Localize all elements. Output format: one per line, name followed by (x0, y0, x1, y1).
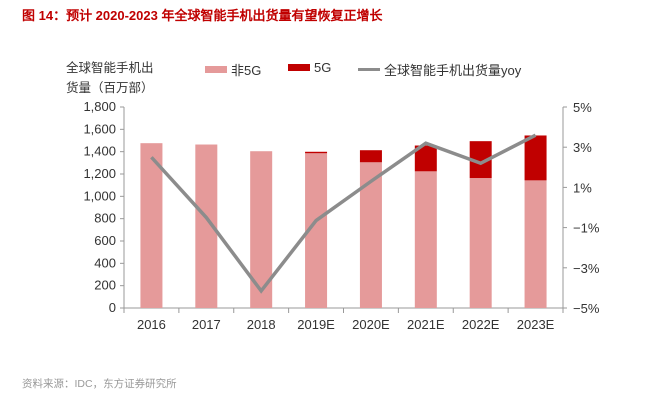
legend-item-5g: 5G (288, 60, 331, 75)
bar-5g (305, 151, 328, 154)
y2-tick-label: −1% (573, 221, 600, 236)
y-tick-label: 800 (94, 211, 116, 226)
x-tick-label: 2022E (462, 317, 500, 332)
x-tick-label: 2020E (352, 317, 390, 332)
legend-item-non5g: 非5G (205, 60, 261, 79)
bar-5g (524, 135, 547, 181)
legend-swatch (358, 68, 380, 71)
y2-tick-label: −3% (573, 261, 600, 276)
legend-swatch (288, 64, 310, 71)
x-tick-label: 2016 (137, 317, 166, 332)
source-note: 资料来源：IDC，东方证券研究所 (22, 378, 177, 390)
y2-tick-label: 3% (573, 140, 592, 155)
x-tick-label: 2019E (297, 317, 335, 332)
legend-label: 5G (314, 60, 332, 75)
x-tick-label: 2018 (247, 317, 276, 332)
bar-non5g (414, 171, 437, 308)
x-tick-label: 2023E (517, 317, 555, 332)
y-tick-label: 200 (94, 278, 116, 293)
y2-tick-label: 5% (573, 100, 592, 115)
legend-label: 全球智能手机出货量yoy (384, 63, 522, 78)
y-tick-label: 1,800 (83, 99, 116, 114)
y-tick-label: 1,200 (83, 166, 116, 181)
bar-non5g (359, 162, 382, 308)
x-tick-label: 2021E (407, 317, 445, 332)
y-tick-label: 1,600 (83, 121, 116, 136)
legend-swatch (205, 66, 227, 73)
bar-non5g (195, 144, 218, 308)
line-yoy (150, 133, 537, 294)
bar-non5g (305, 153, 328, 308)
y2-tick-label: 1% (573, 180, 592, 195)
chart-title: 图 14：预计 2020-2023 年全球智能手机出货量有望恢复正增长 (22, 8, 383, 23)
y-tick-label: 400 (94, 255, 116, 270)
bar-non5g (140, 143, 163, 308)
bar-5g (414, 145, 437, 172)
y-tick-label: 1,400 (83, 144, 116, 159)
bar-non5g (250, 151, 273, 308)
y2-tick-label: −5% (573, 301, 600, 316)
legend-item-yoy: 全球智能手机出货量yoy (358, 60, 521, 79)
y-tick-label: 1,000 (83, 188, 116, 203)
y-tick-label: 0 (109, 300, 116, 315)
legend-label: 非5G (231, 63, 262, 78)
y-tick-label: 600 (94, 233, 116, 248)
bar-non5g (524, 180, 547, 308)
bar-non5g (469, 178, 492, 308)
bar-5g (359, 150, 382, 163)
x-tick-label: 2017 (192, 317, 221, 332)
y-axis-label: 全球智能手机出货量（百万部） (66, 61, 154, 95)
bar-5g (469, 141, 492, 179)
